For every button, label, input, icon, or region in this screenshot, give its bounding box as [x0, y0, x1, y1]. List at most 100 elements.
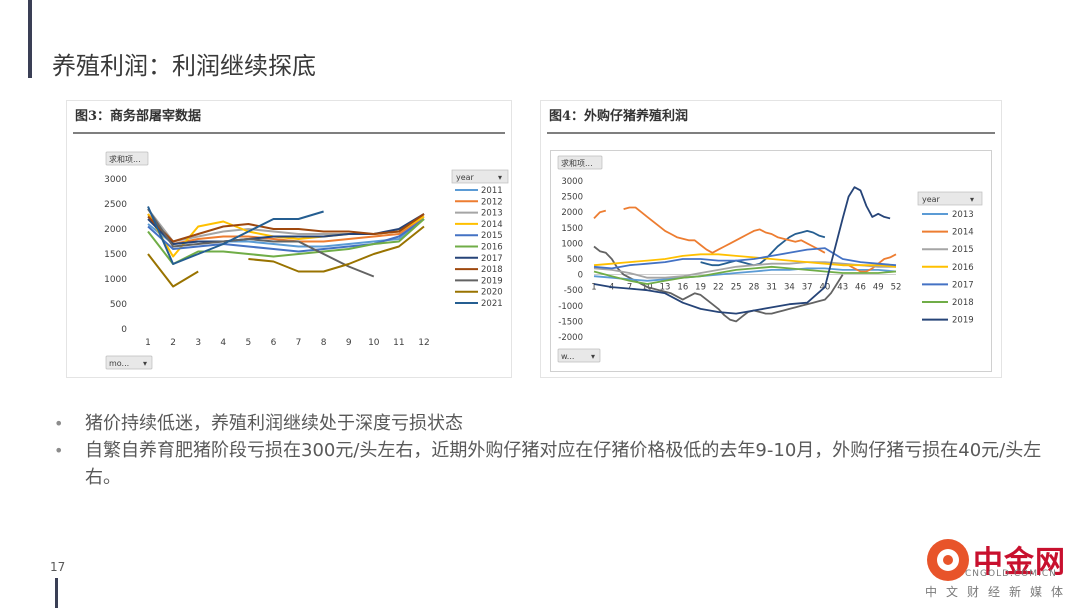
unlabeled-series-line	[593, 245, 844, 323]
legend-label: 2017	[952, 280, 974, 290]
legend-label: 2014	[481, 220, 503, 230]
axis-field-button-arrow-icon: ▾	[591, 352, 595, 361]
y-tick-label: -2000	[558, 333, 583, 343]
legend-label: 2020	[481, 288, 503, 298]
legend-label: 2019	[481, 276, 503, 286]
legend-label: 2014	[952, 228, 974, 238]
series-line-2015	[593, 261, 896, 279]
legend-header	[917, 191, 983, 206]
legend-label: 2019	[952, 316, 974, 326]
y-tick-label: 2000	[104, 225, 127, 235]
series-line-2016	[593, 253, 897, 268]
brand-logo: 中金网 CNGOLD.COM.CN 中文财经新媒体	[905, 535, 1075, 605]
series-line-2017	[593, 247, 897, 270]
x-tick-label: 10	[368, 338, 380, 348]
legend-label: 2021	[481, 299, 503, 309]
value-field-button	[557, 155, 603, 170]
chart-title: 图4：外购仔猪养殖利润	[549, 109, 689, 124]
series-line-2016	[147, 218, 425, 265]
x-tick-label: 5	[245, 338, 251, 348]
filter-icon: ▾	[498, 173, 502, 182]
legend-label: 2017	[481, 254, 503, 264]
bullet-item: • 猪价持续低迷，养殖利润继续处于深度亏损状态	[54, 410, 1044, 437]
axis-field-button-label: mo...	[109, 359, 129, 368]
logo-url: CNGOLD.COM.CN	[965, 569, 1057, 579]
logo-circle-icon	[927, 539, 969, 581]
legend-label: 2012	[481, 197, 503, 207]
y-tick-label: 1500	[561, 224, 583, 234]
x-tick-label: 2	[170, 338, 176, 348]
page-title: 养殖利润：利润继续探底	[52, 52, 316, 80]
series-line-2021	[147, 206, 324, 265]
legend-title: year	[456, 173, 475, 182]
bullet-dot-icon: •	[54, 414, 64, 433]
title-divider	[73, 132, 505, 134]
y-tick-label: 2500	[561, 193, 583, 203]
y-tick-label: 500	[110, 300, 127, 310]
x-tick-label: 11	[393, 338, 404, 348]
y-tick-label: 2000	[561, 208, 583, 218]
axis-field-button-arrow-icon: ▾	[143, 359, 147, 368]
y-tick-label: 3000	[104, 175, 127, 185]
y-tick-label: 0	[578, 271, 583, 281]
x-tick-label: 4	[220, 338, 226, 348]
y-tick-label: -1500	[558, 317, 583, 327]
legend-header	[451, 169, 509, 184]
series-line-2019	[147, 208, 375, 278]
legend-label: 2013	[481, 209, 503, 219]
y-tick-label: 2500	[104, 200, 127, 210]
x-tick-label: 9	[346, 338, 352, 348]
bullet-dot-icon: •	[54, 441, 64, 460]
x-tick-label: 13	[660, 283, 671, 293]
y-tick-label: -1000	[558, 302, 583, 312]
y-tick-label: -500	[564, 286, 583, 296]
axis-field-button-label: w...	[561, 352, 574, 361]
x-tick-label: 31	[766, 283, 777, 293]
x-tick-label: 16	[677, 283, 688, 293]
series-line-2014	[593, 206, 897, 273]
title-divider	[547, 132, 995, 134]
chart-panel-piglet-profit: 图4：外购仔猪养殖利润	[540, 100, 1002, 378]
legend-label: 2015	[481, 231, 503, 241]
x-tick-label: 1	[145, 338, 151, 348]
chart-title: 图3：商务部屠宰数据	[75, 109, 202, 124]
y-tick-label: 1000	[561, 239, 583, 249]
x-tick-label: 1	[591, 283, 596, 293]
bullet-text: 猪价持续低迷，养殖利润继续处于深度亏损状态	[85, 413, 463, 434]
x-tick-label: 12	[418, 338, 429, 348]
filter-icon: ▾	[970, 195, 974, 204]
x-tick-label: 52	[891, 283, 902, 293]
x-tick-label: 8	[321, 338, 327, 348]
y-tick-label: 500	[567, 255, 583, 265]
x-tick-label: 19	[695, 283, 706, 293]
legend-label: 2015	[952, 245, 974, 255]
value-field-button	[105, 151, 149, 166]
series-line-2018	[593, 265, 897, 285]
x-tick-label: 7	[627, 283, 632, 293]
x-tick-label: 46	[855, 283, 866, 293]
series-line-2019	[593, 186, 891, 315]
y-tick-label: 3000	[561, 177, 583, 187]
chart-inner-frame	[550, 150, 992, 372]
series-line-2018	[147, 213, 425, 243]
x-tick-label: 25	[731, 283, 742, 293]
unlabeled-series-line	[700, 230, 826, 267]
bullet-text: 自繁自养育肥猪阶段亏损在300元/头左右，近期外购仔猪对应在仔猪价格极低的去年9…	[85, 440, 1042, 488]
legend-title: year	[922, 195, 941, 204]
x-tick-label: 3	[195, 338, 201, 348]
y-tick-label: 1500	[104, 250, 127, 260]
logo-name: 中金网	[973, 545, 1066, 580]
accent-bar-bottom	[55, 578, 58, 608]
axis-field-button	[557, 348, 601, 363]
value-field-button-label: 求和项...	[561, 158, 593, 168]
x-tick-label: 28	[748, 283, 759, 293]
series-line-2020	[147, 225, 425, 288]
page-number: 17	[50, 560, 66, 574]
legend-label: 2018	[952, 298, 974, 308]
legend-label: 2018	[481, 265, 503, 275]
y-tick-label: 1000	[104, 275, 127, 285]
bullet-item: • 自繁自养育肥猪阶段亏损在300元/头左右，近期外购仔猪对应在仔猪价格极低的去…	[54, 437, 1044, 491]
legend-label: 2016	[481, 243, 503, 253]
x-tick-label: 34	[784, 283, 795, 293]
